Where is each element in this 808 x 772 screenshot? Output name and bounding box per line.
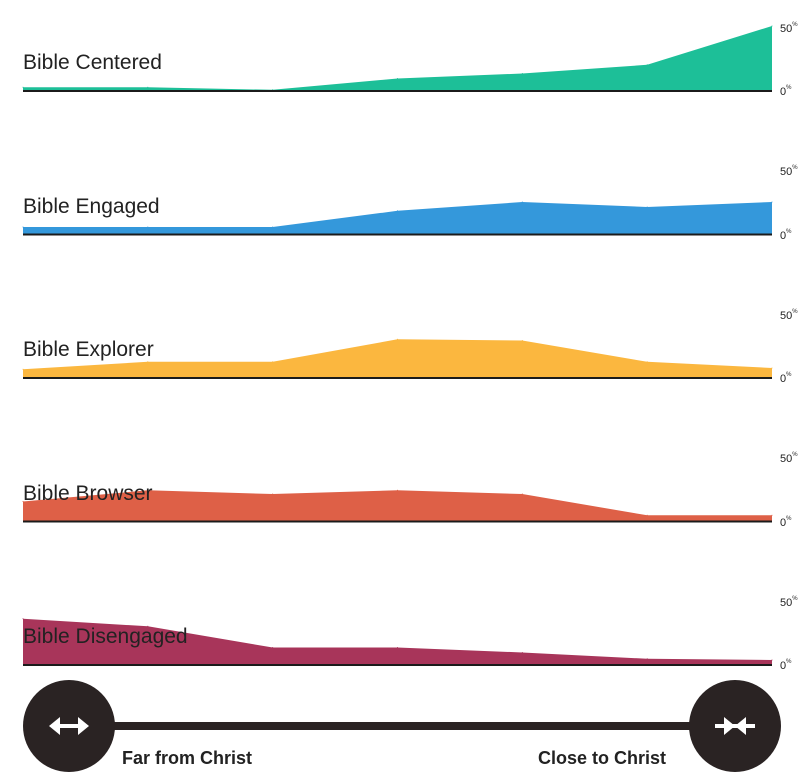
bible-centered-point — [646, 64, 648, 66]
bible-engaged-tick-top: 50% — [780, 165, 798, 178]
far-from-christ-label: Far from Christ — [122, 748, 253, 768]
arrows-apart-glyph — [49, 717, 89, 735]
bible-disengaged-point — [147, 625, 149, 627]
arrows-apart-icon — [23, 680, 115, 772]
bible-browser-area — [23, 490, 772, 522]
bible-engaged-point — [646, 206, 648, 208]
bible-engaged-tick-bottom: 0% — [780, 228, 792, 242]
bible-engaged-point — [272, 226, 274, 228]
bible-centered-point — [22, 86, 24, 88]
bible-centered-tick-top: 50% — [780, 21, 798, 35]
arrows-together-icon — [689, 680, 781, 772]
bible-explorer-point — [646, 361, 648, 363]
area-chart-svg — [22, 25, 773, 666]
bible-explorer-tick-bottom: 0% — [780, 372, 792, 385]
bible-centered-point — [147, 86, 149, 88]
bible-centered-area — [23, 26, 772, 91]
bible-explorer-area — [23, 339, 772, 378]
bible-explorer-title: Bible Explorer — [23, 338, 154, 361]
bible-explorer-point — [147, 361, 149, 363]
bible-disengaged-title: Bible Disengaged — [23, 625, 188, 648]
bible-explorer-point — [397, 338, 398, 340]
bible-explorer-point — [22, 368, 24, 370]
bible-disengaged-point — [272, 647, 274, 648]
bible-disengaged-point — [646, 658, 648, 660]
bible-centered-point — [521, 73, 523, 74]
bible-disengaged-point — [771, 659, 773, 661]
bible-explorer-tick-top: 50% — [780, 308, 798, 322]
bible-disengaged-point — [521, 652, 523, 653]
bible-engaged-point — [771, 201, 773, 203]
bible-disengaged-point — [397, 647, 398, 648]
bible-disengaged-point — [22, 618, 24, 620]
bible-browser-point — [272, 493, 274, 495]
bible-centered-title: Bible Centered — [23, 51, 162, 74]
bible-explorer-point — [521, 340, 523, 341]
bible-browser-tick-top: 50% — [780, 452, 798, 465]
bible-browser-tick-bottom: 0% — [780, 515, 792, 529]
bible-disengaged-area — [23, 618, 772, 665]
bible-explorer-point — [272, 361, 274, 363]
bible-browser-point — [646, 514, 648, 516]
bible-browser-point — [147, 489, 149, 491]
bible-browser-point — [521, 493, 523, 495]
bible-engaged-point — [22, 226, 24, 228]
bible-browser-point — [22, 501, 24, 502]
bible-engaged-point — [397, 210, 398, 212]
arrows-together-glyph — [715, 717, 755, 735]
bible-engaged-point — [521, 201, 523, 203]
bible-browser-point — [397, 489, 398, 491]
bible-centered-point — [771, 25, 773, 27]
close-to-christ-label: Close to Christ — [538, 748, 667, 768]
spectrum-line — [90, 722, 730, 730]
bible-centered-tick-bottom: 0% — [780, 85, 792, 98]
bible-explorer-point — [771, 367, 773, 369]
bible-engaged-area — [23, 202, 772, 235]
bible-centered-point — [397, 78, 398, 79]
bible-engaged-title: Bible Engaged — [23, 194, 160, 218]
bible-browser-point — [771, 514, 773, 516]
spectrum-scale: Far from Christ Close to Christ — [0, 680, 808, 772]
bible-disengaged-tick-bottom: 0% — [780, 659, 792, 672]
bible-disengaged-tick-top: 50% — [780, 595, 798, 609]
bible-engaged-point — [147, 226, 149, 228]
stacked-area-panels: Bible Centered 50% 0% Bible Engaged 50% 0% Bib… — [22, 21, 798, 672]
bible-browser-title: Bible Browser — [23, 481, 153, 505]
